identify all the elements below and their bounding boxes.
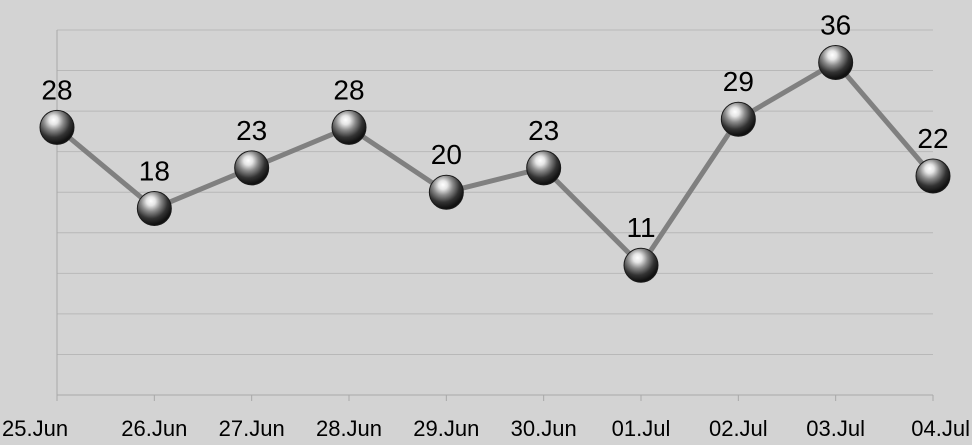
data-label-03.Jul: 36 bbox=[820, 9, 851, 40]
data-label-27.Jun: 23 bbox=[236, 115, 267, 146]
data-label-26.Jun: 18 bbox=[139, 155, 170, 186]
x-tick-label-01.Jul: 01.Jul bbox=[612, 416, 671, 441]
x-tick-labels: 25.Jun 26.Jun 27.Jun 28.Jun 29.Jun 30.Jun 01.J… bbox=[2, 416, 970, 441]
data-point-28.Jun bbox=[331, 109, 367, 145]
data-point-29.Jun bbox=[428, 174, 464, 210]
data-point-25.Jun bbox=[39, 109, 75, 145]
x-tick-label-02.Jul: 02.Jul bbox=[709, 416, 768, 441]
data-point-30.Jun bbox=[526, 150, 562, 186]
axes bbox=[56, 30, 934, 401]
x-tick-label-04.Jul: 04.Jul bbox=[911, 416, 970, 441]
data-label-01.Jul: 11 bbox=[626, 212, 655, 243]
data-label-30.Jun: 23 bbox=[528, 115, 559, 146]
data-point-26.Jun bbox=[136, 190, 172, 226]
data-label-25.Jun: 28 bbox=[41, 74, 72, 105]
x-tick-label-26.Jun: 26.Jun bbox=[121, 416, 187, 441]
data-label-28.Jun: 28 bbox=[333, 74, 364, 105]
data-point-27.Jun bbox=[234, 150, 270, 186]
data-point-02.Jul bbox=[720, 101, 756, 137]
data-labels: 28 18 23 28 20 23 11 29 36 22 bbox=[41, 9, 948, 243]
x-tick-label-03.Jul: 03.Jul bbox=[806, 416, 865, 441]
x-tick-label-30.Jun: 30.Jun bbox=[511, 416, 577, 441]
series-line bbox=[54, 59, 936, 268]
x-tick-label-27.Jun: 27.Jun bbox=[219, 416, 285, 441]
data-points bbox=[39, 44, 951, 283]
data-point-04.Jul bbox=[915, 158, 951, 194]
data-label-04.Jul: 22 bbox=[917, 123, 948, 154]
x-tick-label-29.Jun: 29.Jun bbox=[413, 416, 479, 441]
gridlines bbox=[57, 29, 933, 396]
data-point-01.Jul bbox=[623, 247, 659, 283]
data-point-03.Jul bbox=[818, 44, 854, 80]
data-label-02.Jul: 29 bbox=[723, 66, 754, 97]
x-tick-label-28.Jun: 28.Jun bbox=[316, 416, 382, 441]
x-tick-label-25.Jun: 25.Jun bbox=[2, 416, 68, 441]
data-label-29.Jun: 20 bbox=[431, 139, 462, 170]
series-lines bbox=[54, 59, 936, 268]
